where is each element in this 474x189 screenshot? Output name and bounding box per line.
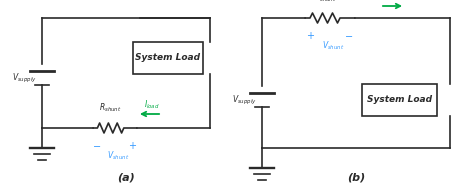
Text: $V_{shunt}$: $V_{shunt}$ [107,150,129,163]
Text: $R_{shunt}$: $R_{shunt}$ [99,101,121,114]
Text: $V_{supply}$: $V_{supply}$ [232,93,257,107]
Text: $I_{load}$: $I_{load}$ [144,98,160,111]
Text: $R_{shunt}$: $R_{shunt}$ [314,0,336,4]
Text: $V_{shunt}$: $V_{shunt}$ [322,40,344,53]
Text: (a): (a) [117,173,135,183]
Text: System Load: System Load [136,53,201,63]
Bar [133,42,203,74]
Text: $+$: $+$ [307,30,316,41]
Text: $-$: $-$ [345,30,354,40]
Text: $V_{supply}$: $V_{supply}$ [12,71,37,84]
Text: $+$: $+$ [128,140,137,151]
Bar [363,84,438,116]
Text: System Load: System Load [367,95,433,105]
Text: (b): (b) [347,173,365,183]
Text: $-$: $-$ [92,140,101,150]
Text: $I_{load}$: $I_{load}$ [387,0,403,3]
